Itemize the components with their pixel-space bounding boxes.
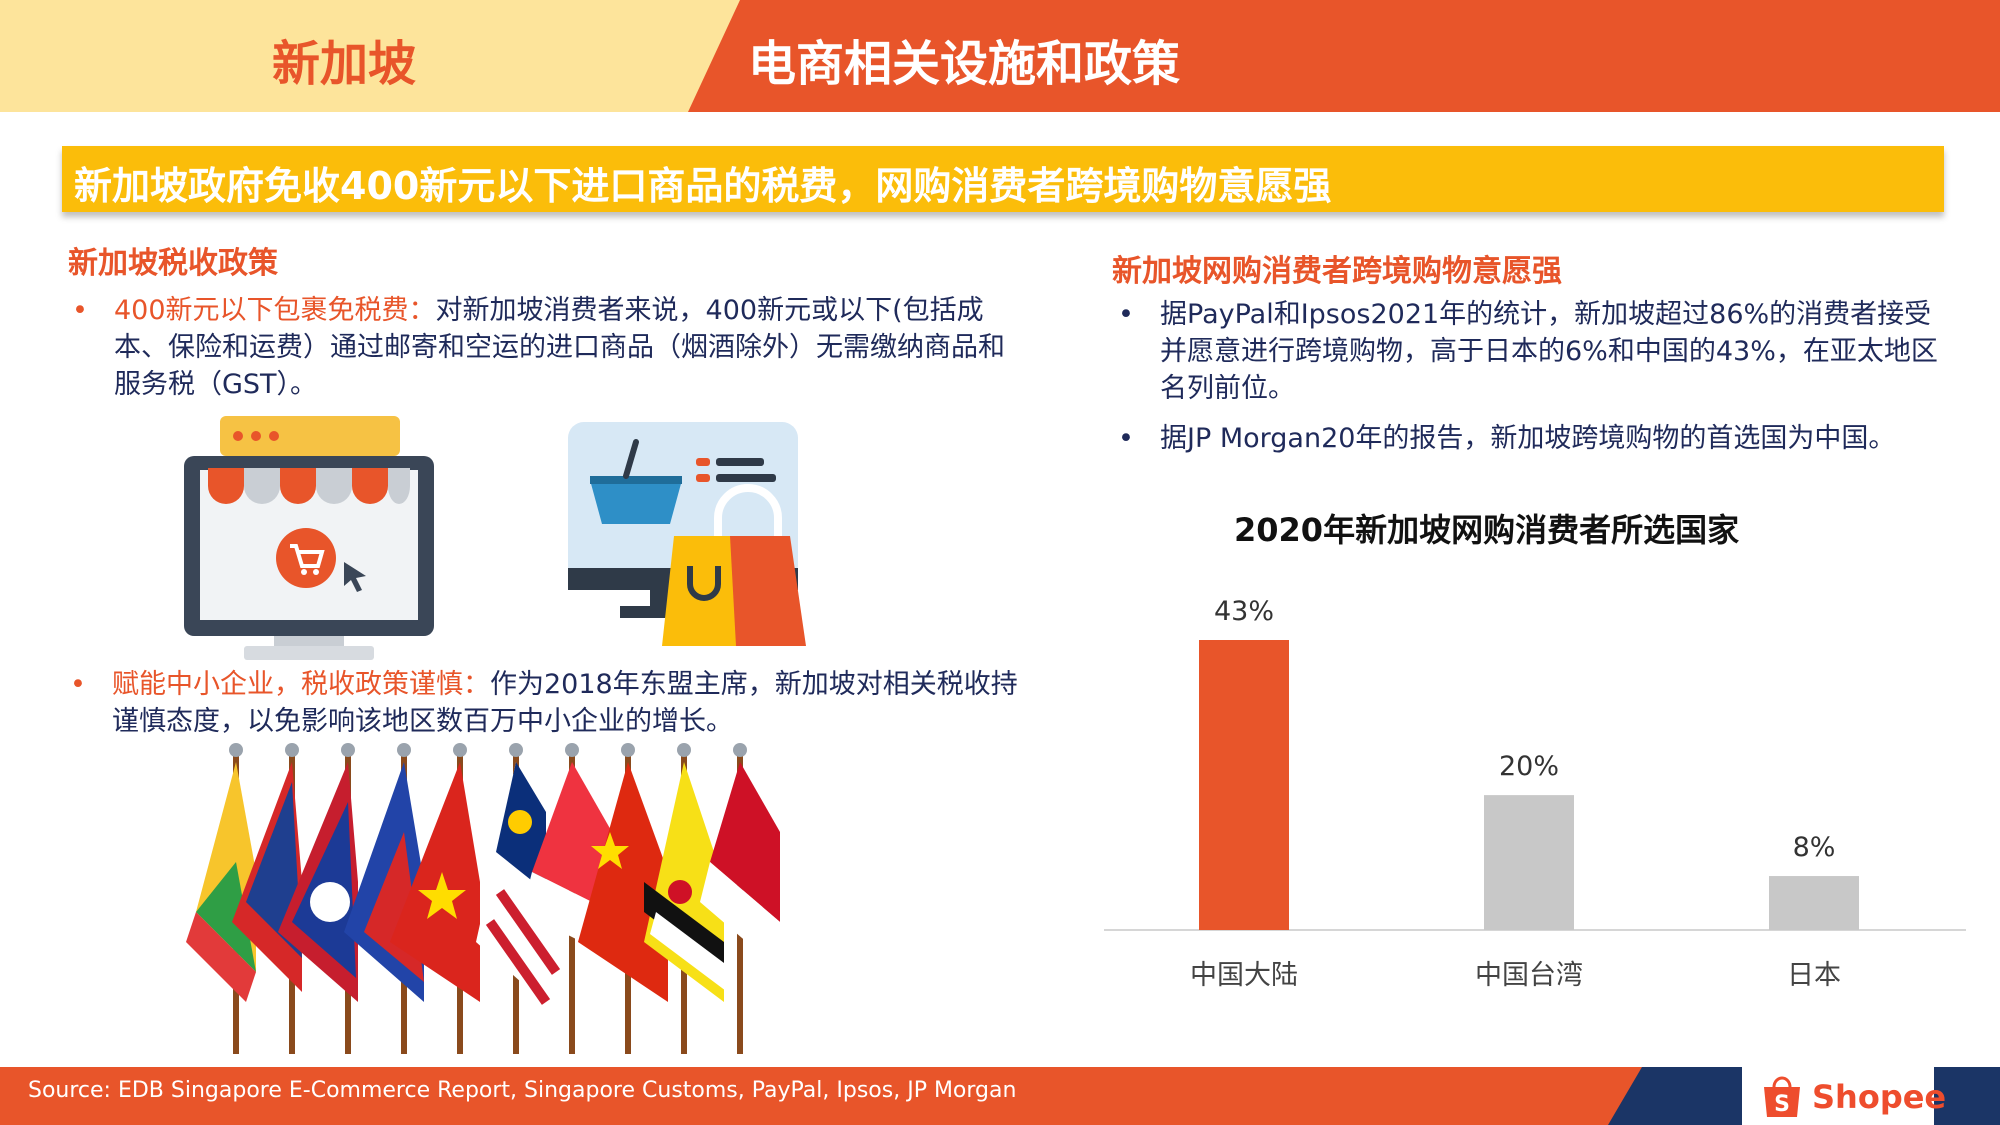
- crossborder-bullet-2: • 据JP Morgan20年的报告，新加坡跨境购物的首选国为中国。: [1118, 420, 1940, 457]
- category-label: 中国大陆: [1190, 960, 1298, 991]
- tax-bullet-2: • 赋能中小企业，税收政策谨慎：作为2018年东盟主席，新加坡对相关税收持谨慎态…: [70, 666, 1032, 740]
- chart-title: 2020年新加坡网购消费者所选国家: [1234, 511, 1740, 549]
- headline-text: 新加坡政府免收400新元以下进口商品的税费，网购消费者跨境购物意愿强: [74, 164, 1332, 208]
- category-label: 日本: [1787, 960, 1841, 991]
- online-store-illustration: [184, 416, 434, 660]
- crossborder-bullet-1: • 据PayPal和Ipsos2021年的统计，新加坡超过86%的消费者接受并愿…: [1118, 296, 1940, 407]
- bullet-dot: •: [70, 669, 86, 700]
- shopping-bag-icon: S: [1764, 1076, 1800, 1117]
- source-note: Source: EDB Singapore E-Commerce Report,…: [28, 1078, 1017, 1103]
- header-left-band: [0, 0, 740, 112]
- header-right-band: [688, 0, 2000, 112]
- bullet-dot: •: [72, 295, 88, 326]
- svg-text:S: S: [1774, 1092, 1790, 1117]
- bar-value-label: 8%: [1793, 832, 1836, 863]
- bullet-text: 作为2018年东盟主席，新加坡对相关税收持谨慎态度，以免影响该地区数百万中小企业…: [112, 669, 1018, 737]
- bar-3: [1769, 876, 1859, 930]
- bar-chart: 43% 中国大陆 20% 中国台湾 8% 日本: [1104, 596, 1966, 991]
- bullet-highlight: 400新元以下包裹免税费：: [114, 295, 436, 326]
- bar-value-label: 20%: [1499, 751, 1559, 782]
- page-title: 电商相关设施和政策: [748, 36, 1181, 92]
- category-label: 中国台湾: [1475, 960, 1583, 991]
- tax-bullet-1: • 400新元以下包裹免税费：对新加坡消费者来说，400新元或以下(包括成本、保…: [72, 292, 1014, 403]
- bar-1: [1199, 640, 1289, 930]
- shopping-basket-illustration: [568, 422, 806, 646]
- bullet-text: 据JP Morgan20年的报告，新加坡跨境购物的首选国为中国。: [1160, 423, 1896, 454]
- header-country: 新加坡: [272, 36, 417, 92]
- bullet-text: 对新加坡消费者来说，400新元或以下(包括成本、保险和运费）通过邮寄和空运的进口…: [114, 295, 1005, 400]
- bullet-dot: •: [1118, 423, 1134, 454]
- brand-logo-text: Shopee: [1812, 1078, 1947, 1116]
- bullet-dot: •: [1118, 299, 1134, 330]
- left-section-title: 新加坡税收政策: [68, 246, 278, 281]
- bar-value-label: 43%: [1214, 596, 1274, 627]
- bullet-text: 据PayPal和Ipsos2021年的统计，新加坡超过86%的消费者接受并愿意进…: [1160, 299, 1938, 404]
- bar-2: [1484, 795, 1574, 930]
- bullet-highlight: 赋能中小企业，税收政策谨慎：: [112, 669, 490, 700]
- headline-banner: 新加坡政府免收400新元以下进口商品的税费，网购消费者跨境购物意愿强: [62, 146, 1944, 212]
- right-section-title: 新加坡网购消费者跨境购物意愿强: [1112, 254, 1562, 289]
- asean-flags-illustration: [186, 743, 780, 1054]
